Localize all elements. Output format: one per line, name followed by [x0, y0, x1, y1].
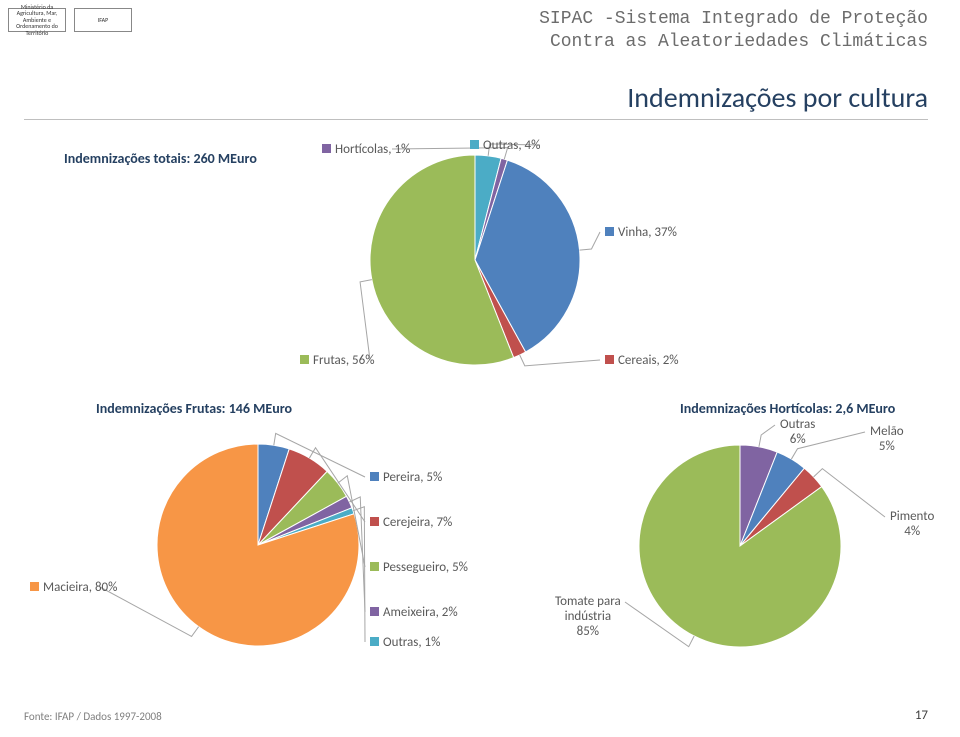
header-title-line2: Contra as Aleatoriedades Climáticas	[539, 31, 928, 54]
legend-marker	[370, 517, 379, 526]
pie-label-text: Pessegueiro, 5%	[383, 560, 468, 575]
legend-marker	[605, 227, 614, 236]
pie-label: Pessegueiro, 5%	[370, 560, 468, 575]
legend-marker	[370, 562, 379, 571]
pie-label-text: Pimento	[890, 510, 934, 525]
pie-slice	[258, 444, 289, 545]
pie-slice	[740, 445, 777, 546]
pie-label-text: Tomate para	[555, 595, 621, 610]
page-number: 17	[915, 708, 928, 723]
header-logos: Ministério da Agricultura, Mar, Ambiente…	[8, 8, 132, 32]
leader-line	[625, 602, 694, 647]
pie-label-text: indústria	[555, 610, 621, 625]
pie-label: Macieira, 80%	[30, 580, 117, 595]
pie-slice	[258, 449, 327, 545]
legend-marker	[30, 582, 39, 591]
leader-line	[338, 476, 365, 567]
chart3-header: Indemnizações Hortícolas: 2,6 MEuro	[680, 400, 895, 417]
legend-marker	[370, 472, 379, 481]
legend-marker	[300, 355, 309, 364]
leader-line	[520, 355, 600, 366]
pie-label: Pimento4%	[890, 510, 934, 540]
pie-slice	[258, 471, 347, 545]
pie-label-text: Cereais, 2%	[618, 353, 679, 368]
pie-label-text: 6%	[780, 433, 815, 448]
pie-label-text: 5%	[870, 440, 904, 455]
pie-label: Hortícolas, 1%	[322, 142, 410, 157]
leader-line	[580, 232, 600, 250]
legend-marker	[470, 140, 479, 149]
legend-marker	[370, 637, 379, 646]
leader-line	[309, 448, 365, 522]
legend-marker	[605, 355, 614, 364]
pie-slice	[157, 444, 359, 646]
leader-line	[353, 507, 365, 642]
pie-slice	[740, 452, 804, 546]
pie-label: Cerejeira, 7%	[370, 515, 452, 530]
pie-label-text: Ameixeira, 2%	[383, 605, 458, 620]
header-title-line1: SIPAC -Sistema Integrado de Proteção	[539, 8, 928, 31]
pie-label: Frutas, 56%	[300, 353, 375, 368]
pie-label: Tomate paraindústria85%	[555, 595, 621, 640]
pie-label-text: Hortícolas, 1%	[335, 142, 410, 157]
leader-line	[360, 280, 372, 360]
pie-label: Cereais, 2%	[605, 353, 679, 368]
pie-label-text: Pereira, 5%	[383, 470, 442, 485]
leader-line	[274, 433, 365, 477]
pie-label-text: Macieira, 80%	[43, 580, 117, 595]
pie-label: Outras, 1%	[370, 635, 440, 650]
pie-label-text: Vinha, 37%	[618, 225, 677, 240]
footer-source: Fonte: IFAP / Dados 1997-2008	[24, 710, 162, 723]
chart2-header: Indemnizações Frutas: 146 MEuro	[96, 400, 292, 417]
pie-label: Outras6%	[780, 418, 815, 448]
pie-slice	[370, 155, 514, 365]
legend-marker	[370, 607, 379, 616]
page-title: Indemnizações por cultura	[627, 80, 928, 115]
pie-label-text: 85%	[555, 625, 621, 640]
leader-line	[349, 497, 365, 612]
header-title: SIPAC -Sistema Integrado de Proteção Con…	[539, 8, 928, 53]
pie-slice	[258, 508, 354, 545]
pie-slice	[475, 260, 526, 358]
pie-slice	[258, 496, 352, 545]
pie-label: Melão5%	[870, 425, 904, 455]
pie-label: Vinha, 37%	[605, 225, 677, 240]
pie-label-text: Frutas, 56%	[313, 353, 375, 368]
page-title-container: Indemnizações por cultura	[24, 80, 928, 120]
pie-label-text: Cerejeira, 7%	[383, 515, 452, 530]
pie-slice	[475, 158, 507, 260]
leader-line	[814, 469, 885, 517]
pie-label-text: Outras, 1%	[383, 635, 440, 650]
pie-slice	[475, 155, 501, 260]
pie-label: Ameixeira, 2%	[370, 605, 458, 620]
pie-slice	[740, 468, 822, 546]
chart1-header: Indemnizações totais: 260 MEuro	[64, 150, 257, 167]
pie-slice	[475, 160, 580, 352]
legend-marker	[322, 144, 331, 153]
pie-label: Pereira, 5%	[370, 470, 442, 485]
pie-label-text: Melão	[870, 425, 904, 440]
pie-slice	[639, 445, 841, 647]
pie-label-text: Outras	[780, 418, 815, 433]
pie-label-text: 4%	[890, 525, 934, 540]
ifap-logo: IFAP	[74, 8, 132, 32]
ministry-logo: Ministério da Agricultura, Mar, Ambiente…	[8, 8, 66, 32]
pie-label-text: Outras, 4%	[483, 138, 540, 153]
leader-line	[759, 425, 775, 447]
pie-label: Outras, 4%	[470, 138, 540, 153]
